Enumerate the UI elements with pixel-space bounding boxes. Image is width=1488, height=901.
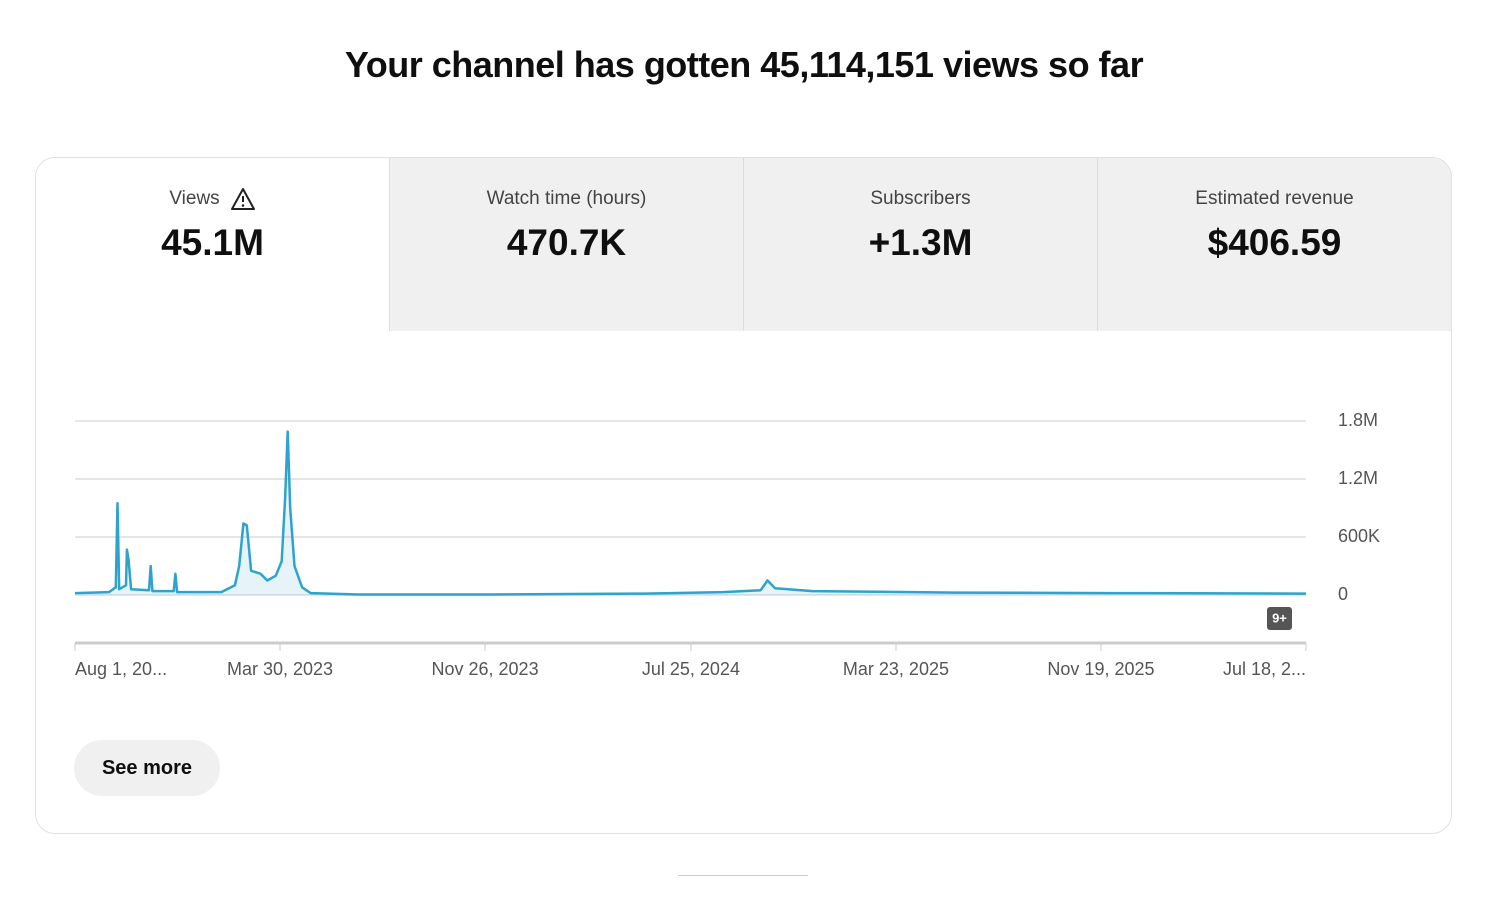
tab-label-row: Views	[36, 188, 389, 210]
tab-value: 470.7K	[506, 222, 627, 263]
tab-label: Watch time (hours)	[486, 188, 647, 209]
metric-tabs: Views 45.1M Watch time (hours) 470.7K Su…	[36, 158, 1451, 331]
tab-label: Subscribers	[870, 188, 971, 209]
page-title: Your channel has gotten 45,114,151 views…	[344, 44, 1144, 85]
y-tick-label: 1.2M	[1338, 468, 1378, 488]
x-tick-label: Nov 19, 2025	[1047, 659, 1154, 679]
y-tick-label: 1.8M	[1338, 410, 1378, 430]
divider	[678, 875, 808, 876]
analytics-card: Views 45.1M Watch time (hours) 470.7K Su…	[35, 157, 1452, 834]
metric-tab[interactable]: Estimated revenue $406.59	[1097, 158, 1451, 331]
y-tick-label: 600K	[1338, 526, 1380, 546]
tab-label: Views	[169, 188, 220, 209]
warning-icon	[230, 188, 255, 210]
tab-value: $406.59	[1207, 222, 1342, 263]
area	[75, 431, 1306, 595]
badge-text: 9+	[1272, 610, 1287, 625]
chart: 9+ 0 600K 1.2M 1.8M Aug 1, 20... Mar 30, 2023…	[74, 410, 1380, 679]
x-tick-label: Aug 1, 20...	[75, 659, 167, 679]
metric-tab[interactable]: Watch time (hours) 470.7K	[389, 158, 743, 331]
x-tick-label: Mar 30, 2023	[227, 659, 333, 679]
metric-tab[interactable]: Subscribers +1.3M	[743, 158, 1097, 331]
y-tick-label: 0	[1338, 584, 1348, 604]
x-tick-label: Mar 23, 2025	[843, 659, 949, 679]
x-tick-label: Jul 18, 2...	[1223, 659, 1306, 679]
line	[74, 430, 1307, 596]
tab-label: Estimated revenue	[1195, 188, 1354, 209]
x-tick-label: Nov 26, 2023	[432, 659, 539, 679]
badge[interactable]	[1267, 607, 1292, 630]
see-more-button[interactable]: See more	[74, 740, 220, 796]
metric-tab[interactable]: Views 45.1M	[36, 158, 389, 331]
tab-value: +1.3M	[868, 222, 973, 263]
x-tick-label: Jul 25, 2024	[642, 659, 740, 679]
tab-value: 45.1M	[161, 222, 264, 263]
